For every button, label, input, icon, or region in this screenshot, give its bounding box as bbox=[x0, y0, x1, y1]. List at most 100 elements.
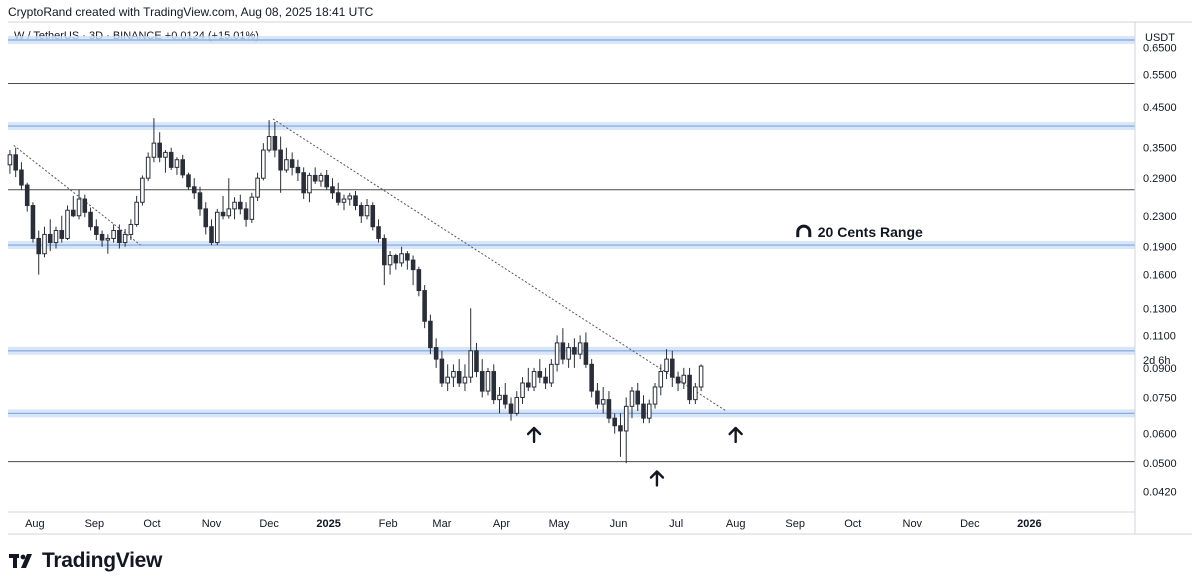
tradingview-brand: TradingView bbox=[42, 549, 163, 572]
candle-down bbox=[220, 211, 226, 217]
candle-up bbox=[600, 399, 606, 405]
trendline bbox=[272, 118, 727, 412]
candle-up bbox=[249, 196, 255, 220]
candle-down bbox=[70, 209, 76, 217]
candle-up bbox=[163, 151, 168, 158]
time-tick-label: Oct bbox=[844, 518, 861, 530]
time-tick-label: Mar bbox=[432, 518, 451, 530]
candle-down bbox=[295, 166, 301, 174]
candle-down bbox=[191, 186, 197, 194]
candle-down bbox=[13, 154, 18, 171]
price-tick-label: 0.0750 bbox=[1143, 392, 1177, 404]
candle-down bbox=[278, 149, 283, 171]
candle-down bbox=[168, 151, 174, 168]
candle-down bbox=[243, 208, 249, 220]
candle-down bbox=[589, 363, 594, 392]
candle-down bbox=[526, 382, 531, 388]
candle-down bbox=[353, 195, 358, 207]
up-arrow-icon bbox=[649, 470, 665, 487]
candle-up bbox=[623, 405, 629, 432]
range-annotation: 20 Cents Range bbox=[818, 224, 923, 240]
magnet-icon bbox=[796, 224, 812, 238]
time-tick-label: Sep bbox=[785, 518, 805, 530]
candle-up bbox=[451, 371, 456, 378]
time-tick-label: Apr bbox=[493, 518, 510, 530]
candle-down bbox=[612, 417, 617, 427]
candle-down bbox=[30, 205, 36, 239]
candle-up bbox=[174, 159, 180, 168]
candle-down bbox=[370, 205, 376, 228]
price-tick-label: 0.1100 bbox=[1143, 330, 1176, 342]
candle-up bbox=[399, 253, 404, 264]
candle-up bbox=[658, 371, 664, 388]
price-unit-label: USDT bbox=[1145, 32, 1175, 44]
time-tick-label: Dec bbox=[960, 518, 980, 530]
candle-up bbox=[514, 396, 520, 414]
candle-up bbox=[693, 386, 698, 401]
price-tick-label: 0.2900 bbox=[1143, 173, 1177, 185]
candle-up bbox=[577, 342, 583, 355]
candle-up bbox=[53, 230, 59, 244]
candle-down bbox=[428, 320, 433, 349]
candle-down bbox=[635, 390, 641, 405]
candle-down bbox=[382, 237, 387, 266]
candle-down bbox=[606, 399, 612, 419]
candle-down bbox=[474, 350, 479, 373]
candle-up bbox=[445, 376, 450, 384]
candle-up bbox=[261, 149, 266, 179]
candle-down bbox=[560, 342, 566, 360]
candle-down bbox=[433, 347, 439, 360]
candle-down bbox=[59, 230, 65, 239]
up-arrow-icon bbox=[526, 426, 542, 444]
candle-up bbox=[128, 223, 134, 235]
candle-down bbox=[99, 233, 105, 241]
price-tick-label: 0.0420 bbox=[1143, 486, 1177, 498]
candle-down bbox=[82, 198, 88, 213]
candle-up bbox=[105, 237, 111, 241]
candle-down bbox=[508, 403, 514, 414]
candle-up bbox=[566, 347, 571, 360]
candle-down bbox=[416, 269, 422, 292]
candle-down bbox=[439, 358, 445, 384]
candle-up bbox=[364, 205, 370, 217]
candle-down bbox=[312, 174, 318, 182]
candle-up bbox=[140, 177, 145, 203]
candle-down bbox=[491, 371, 497, 401]
candle-down bbox=[405, 253, 410, 261]
candle-down bbox=[330, 186, 335, 194]
candle-up bbox=[497, 394, 502, 401]
candle-down bbox=[197, 192, 203, 210]
candle-down bbox=[24, 184, 30, 207]
time-tick-label: 2025 bbox=[316, 518, 340, 530]
candle-up bbox=[214, 211, 220, 244]
time-tick-label: Sep bbox=[85, 518, 105, 530]
candle-down bbox=[422, 290, 427, 322]
candle-up bbox=[664, 358, 669, 373]
candle-down bbox=[618, 425, 623, 432]
candle-down bbox=[572, 347, 577, 355]
candle-down bbox=[19, 169, 24, 186]
price-tick-label: 0.1900 bbox=[1143, 242, 1177, 254]
candle-down bbox=[203, 208, 209, 228]
price-tick-label: 0.6500 bbox=[1143, 42, 1177, 54]
price-tick-label: 0.2300 bbox=[1143, 211, 1177, 223]
candle-down bbox=[376, 226, 381, 239]
candle-down bbox=[641, 403, 646, 419]
candle-down bbox=[335, 192, 341, 203]
candle-up bbox=[531, 371, 537, 388]
candle-up bbox=[347, 195, 353, 200]
price-tick-label: 0.4500 bbox=[1143, 102, 1177, 114]
time-tick-label: Feb bbox=[379, 518, 398, 530]
price-tick-label: 0.0900 bbox=[1143, 363, 1177, 375]
candle-up bbox=[284, 159, 289, 171]
time-tick-label: Nov bbox=[202, 518, 222, 530]
countdown-label: 2d 6h bbox=[1143, 355, 1171, 367]
time-tick-label: May bbox=[549, 518, 570, 530]
candle-up bbox=[7, 154, 13, 166]
candle-up bbox=[698, 365, 704, 388]
candle-up bbox=[134, 201, 139, 225]
candle-up bbox=[485, 371, 491, 392]
candle-down bbox=[186, 174, 191, 188]
candle-down bbox=[47, 233, 53, 244]
